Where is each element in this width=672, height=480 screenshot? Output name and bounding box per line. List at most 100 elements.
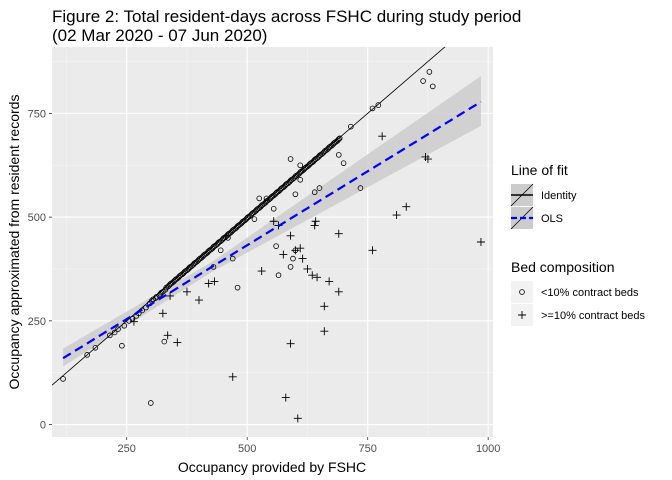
y-axis-title: Occupancy approximated from resident rec…: [6, 95, 22, 390]
legend-label-ge10: >=10% contract beds: [541, 310, 645, 322]
point-lt10-contract-beds: [121, 323, 128, 329]
point-lt10-contract-beds: [84, 352, 90, 358]
point-lt10-contract-beds: [153, 293, 160, 300]
point-ge10-contract-beds: [210, 277, 219, 286]
point-ge10-contract-beds: [204, 279, 213, 288]
legend-key-circle-bg: [511, 281, 533, 303]
point-ge10-contract-beds: [195, 296, 203, 305]
y-tick-label: 250: [28, 316, 46, 328]
chart-title-line1: Figure 2: Total resident-days across FSH…: [52, 7, 521, 26]
chart-title-line2: (02 Mar 2020 - 07 Jun 2020): [52, 26, 267, 45]
point-ge10-contract-beds: [320, 302, 329, 311]
point-lt10-contract-beds: [129, 315, 136, 322]
legend-bed-composition: Bed composition <10% contract beds >=10%…: [511, 259, 645, 326]
point-lt10-contract-beds: [292, 191, 299, 198]
point-lt10-contract-beds: [152, 295, 159, 301]
point-lt10-contract-beds: [429, 83, 436, 90]
point-lt10-contract-beds: [273, 243, 279, 249]
x-tick-label: 500: [238, 443, 256, 455]
point-ge10-contract-beds: [293, 414, 302, 423]
legend-label-identity: Identity: [541, 190, 577, 202]
point-ge10-contract-beds: [163, 331, 172, 340]
point-ge10-contract-beds: [257, 267, 266, 276]
point-lt10-contract-beds: [375, 102, 382, 108]
point-lt10-contract-beds: [111, 329, 118, 336]
point-lt10-contract-beds: [311, 189, 318, 196]
point-lt10-contract-beds: [426, 69, 433, 75]
y-tick-label: 0: [40, 420, 46, 432]
point-ge10-contract-beds: [392, 211, 401, 220]
point-ge10-contract-beds: [158, 309, 167, 318]
legend-title-line-of-fit: Line of fit: [511, 162, 568, 178]
point-lt10-contract-beds: [270, 206, 277, 212]
point-lt10-contract-beds: [148, 400, 154, 406]
point-lt10-contract-beds: [161, 338, 168, 345]
legend-line-of-fit: Line of fit Identity OLS: [510, 162, 577, 230]
point-lt10-contract-beds: [107, 332, 113, 339]
point-lt10-contract-beds: [92, 344, 99, 351]
point-ge10-contract-beds: [291, 246, 300, 255]
data-points: [60, 69, 485, 423]
point-ge10-contract-beds: [325, 277, 334, 286]
legend-title-bed-composition: Bed composition: [511, 259, 615, 275]
point-lt10-contract-beds: [335, 136, 342, 142]
point-lt10-contract-beds: [115, 326, 121, 332]
point-ge10-contract-beds: [402, 202, 411, 211]
point-lt10-contract-beds: [217, 247, 224, 254]
point-ge10-contract-beds: [303, 264, 312, 273]
point-lt10-contract-beds: [60, 376, 66, 382]
point-ge10-contract-beds: [296, 244, 305, 253]
point-ge10-contract-beds: [269, 217, 278, 226]
point-lt10-contract-beds: [357, 185, 364, 191]
point-ge10-contract-beds: [423, 155, 432, 164]
y-axis-ticks: 0 250 500 750: [28, 108, 52, 432]
point-lt10-contract-beds: [263, 195, 270, 202]
point-lt10-contract-beds: [119, 342, 125, 349]
point-lt10-contract-beds: [251, 216, 258, 222]
point-ge10-contract-beds: [476, 238, 485, 246]
point-lt10-contract-beds: [229, 255, 236, 262]
point-ge10-contract-beds: [298, 254, 307, 263]
x-tick-label: 250: [118, 443, 136, 455]
point-lt10-contract-beds: [287, 264, 294, 270]
minor-gridlines: [52, 47, 493, 437]
plot-panel: [52, 47, 493, 437]
point-lt10-contract-beds: [143, 304, 149, 311]
point-ge10-contract-beds: [286, 231, 295, 240]
point-ge10-contract-beds: [320, 327, 329, 336]
legend-key-circle: [519, 289, 525, 295]
point-ge10-contract-beds: [368, 246, 377, 255]
point-lt10-contract-beds: [297, 176, 304, 183]
point-ge10-contract-beds: [334, 287, 343, 296]
point-lt10-contract-beds: [225, 235, 231, 241]
point-ge10-contract-beds: [173, 338, 182, 347]
point-ge10-contract-beds: [378, 132, 387, 141]
point-ge10-contract-beds: [310, 221, 319, 230]
point-lt10-contract-beds: [316, 185, 323, 191]
point-lt10-contract-beds: [297, 162, 304, 169]
point-ge10-contract-beds: [313, 273, 322, 282]
x-tick-label: 1000: [476, 443, 500, 455]
x-tick-label: 750: [359, 443, 377, 455]
y-tick-label: 500: [28, 212, 46, 224]
x-axis-title: Occupancy provided by FSHC: [178, 459, 366, 475]
y-tick-label: 750: [28, 108, 46, 120]
point-lt10-contract-beds: [335, 152, 342, 158]
point-lt10-contract-beds: [336, 135, 343, 142]
legend-key-plus: [518, 311, 526, 319]
point-ge10-contract-beds: [308, 271, 317, 280]
point-ge10-contract-beds: [129, 317, 138, 326]
point-ge10-contract-beds: [286, 339, 295, 348]
point-lt10-contract-beds: [287, 156, 294, 162]
point-lt10-contract-beds: [290, 255, 296, 262]
point-lt10-contract-beds: [369, 105, 376, 112]
ols-line: [62, 100, 482, 360]
point-ge10-contract-beds: [166, 291, 175, 300]
point-lt10-contract-beds: [340, 160, 347, 166]
point-lt10-contract-beds: [420, 78, 426, 84]
point-ge10-contract-beds: [182, 287, 191, 296]
point-ge10-contract-beds: [281, 393, 290, 402]
point-lt10-contract-beds: [275, 272, 282, 278]
point-ge10-contract-beds: [228, 372, 237, 381]
